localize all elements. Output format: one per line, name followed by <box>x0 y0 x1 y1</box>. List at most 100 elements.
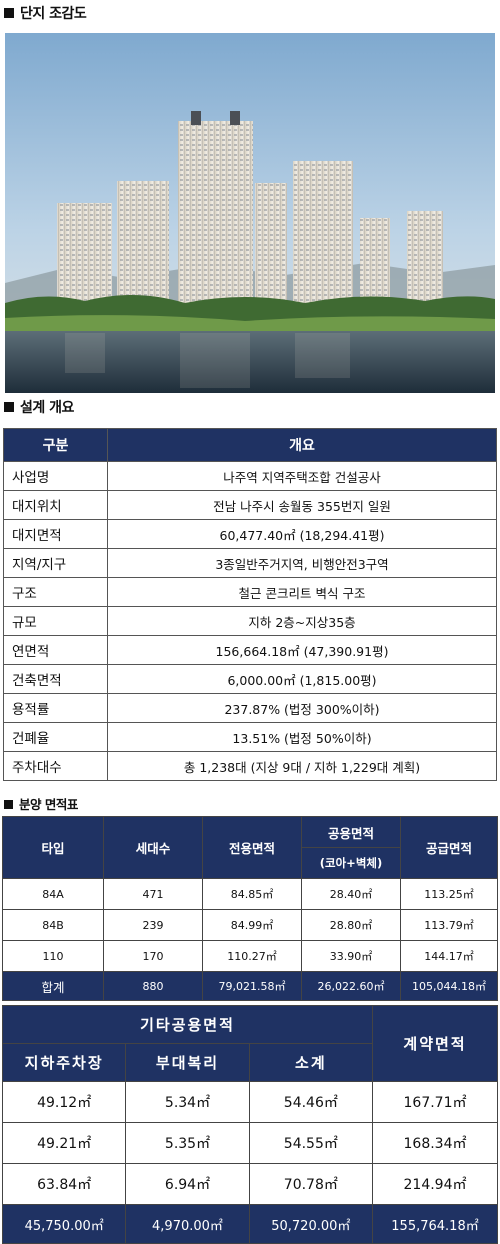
row-value: 60,477.40㎡ (18,294.41평) <box>107 519 497 549</box>
row-label: 사업명 <box>3 461 108 491</box>
table-row: 49.12㎡ 5.34㎡ 54.46㎡ 167.71㎡ <box>1 1081 498 1123</box>
cell-supply: 113.25㎡ <box>400 878 498 910</box>
cell-common: 33.90㎡ <box>301 940 401 972</box>
section-title-design-overview: 설계 개요 <box>4 397 74 417</box>
header-supply-area: 공급면적 <box>400 816 498 879</box>
table-row: 84B 239 84.99㎡ 28.80㎡ 113.79㎡ <box>2 909 498 941</box>
cell-common: 26,022.60㎡ <box>301 971 401 1001</box>
header-welfare: 부대복리 <box>125 1043 250 1082</box>
cell-type: 110 <box>2 940 104 972</box>
header-subtotal: 소계 <box>248 1043 374 1082</box>
table-row: 건축면적 6,000.00㎡ (1,815.00평) <box>3 664 497 694</box>
cell-subtotal: 70.78㎡ <box>248 1163 374 1205</box>
table-row: 지역/지구 3종일반주거지역, 비행안전3구역 <box>3 548 497 578</box>
cell-subtotal: 54.55㎡ <box>248 1122 374 1164</box>
cell-supply: 105,044.18㎡ <box>400 971 498 1001</box>
row-label: 구조 <box>3 577 108 607</box>
cell-type: 84B <box>2 909 104 941</box>
header-exclusive-area: 전용면적 <box>202 816 302 879</box>
table-header-row: 구분 개요 <box>3 428 497 462</box>
section-title-sale-area: 분양 면적표 <box>4 794 78 813</box>
cell-units: 471 <box>103 878 203 910</box>
row-value: 철근 콘크리트 벽식 구조 <box>107 577 497 607</box>
total-row: 합계 880 79,021.58㎡ 26,022.60㎡ 105,044.18㎡ <box>2 971 498 1001</box>
table-header-row: 지하주차장 부대복리 소계 <box>1 1043 498 1082</box>
row-value: 나주역 지역주택조합 건설공사 <box>107 461 497 491</box>
cell-subtotal: 54.46㎡ <box>248 1081 374 1123</box>
cell-contract: 168.34㎡ <box>372 1122 498 1164</box>
table-row: 84A 471 84.85㎡ 28.40㎡ 113.25㎡ <box>2 878 498 910</box>
row-value: 237.87% (법정 300%이하) <box>107 693 497 723</box>
cell-welfare: 5.35㎡ <box>125 1122 250 1164</box>
cell-subtotal: 50,720.00㎡ <box>248 1204 374 1244</box>
section-title-complex-view: 단지 조감도 <box>4 3 87 23</box>
cell-supply: 113.79㎡ <box>400 909 498 941</box>
cell-parking: 45,750.00㎡ <box>1 1204 127 1244</box>
table-row: 건폐율 13.51% (법정 50%이하) <box>3 722 497 752</box>
cell-total-label: 합계 <box>2 971 104 1001</box>
header-underground-parking: 지하주차장 <box>1 1043 127 1082</box>
header-contract-area: 계약면적 <box>372 1005 498 1082</box>
cell-welfare: 4,970.00㎡ <box>125 1204 250 1244</box>
header-other-common-area: 기타공용면적 <box>2 1005 373 1044</box>
row-label: 용적률 <box>3 693 108 723</box>
header-type: 타입 <box>2 816 104 879</box>
cell-common: 28.80㎡ <box>301 909 401 941</box>
row-value: 전남 나주시 송월동 355번지 일원 <box>107 490 497 520</box>
cell-exclusive: 79,021.58㎡ <box>202 971 302 1001</box>
table-header-row: (코아+벽체) <box>3 847 498 879</box>
row-label: 주차대수 <box>3 751 108 781</box>
row-label: 건축면적 <box>3 664 108 694</box>
header-units: 세대수 <box>103 816 203 879</box>
square-bullet-icon <box>4 402 14 412</box>
cell-supply: 144.17㎡ <box>400 940 498 972</box>
cell-exclusive: 110.27㎡ <box>202 940 302 972</box>
table-header-row: 타입 세대수 전용면적 공용면적 공급면적 <box>2 816 498 879</box>
table-row: 49.21㎡ 5.35㎡ 54.55㎡ 168.34㎡ <box>1 1122 498 1164</box>
header-common-area: 공용면적 <box>301 816 401 848</box>
cell-parking: 49.12㎡ <box>1 1081 127 1123</box>
table-row: 대지위치 전남 나주시 송월동 355번지 일원 <box>3 490 497 520</box>
table-row: 주차대수 총 1,238대 (지상 9대 / 지하 1,229대 계획) <box>3 751 497 781</box>
cell-common: 28.40㎡ <box>301 878 401 910</box>
row-value: 13.51% (법정 50%이하) <box>107 722 497 752</box>
table-row: 구조 철근 콘크리트 벽식 구조 <box>3 577 497 607</box>
row-value: 총 1,238대 (지상 9대 / 지하 1,229대 계획) <box>107 751 497 781</box>
header-common-area-sub: (코아+벽체) <box>301 847 401 879</box>
cell-exclusive: 84.85㎡ <box>202 878 302 910</box>
row-label: 지역/지구 <box>3 548 108 578</box>
design-overview-table: 구분 개요 사업명 나주역 지역주택조합 건설공사 대지위치 전남 나주시 송월동 … <box>3 428 497 781</box>
cell-type: 84A <box>2 878 104 910</box>
square-bullet-icon <box>4 800 13 809</box>
cell-welfare: 5.34㎡ <box>125 1081 250 1123</box>
row-value: 156,664.18㎡ (47,390.91평) <box>107 635 497 665</box>
table-row: 연면적 156,664.18㎡ (47,390.91평) <box>3 635 497 665</box>
sale-area-table: 타입 세대수 전용면적 공용면적 공급면적 (코아+벽체) 84A 471 84… <box>2 816 498 1001</box>
cell-contract: 167.71㎡ <box>372 1081 498 1123</box>
table-row: 규모 지하 2층~지상35층 <box>3 606 497 636</box>
row-label: 대지면적 <box>3 519 108 549</box>
table-row: 대지면적 60,477.40㎡ (18,294.41평) <box>3 519 497 549</box>
cell-exclusive: 84.99㎡ <box>202 909 302 941</box>
cell-contract: 155,764.18㎡ <box>372 1204 498 1244</box>
total-row: 45,750.00㎡ 4,970.00㎡ 50,720.00㎡ 155,764.… <box>1 1204 498 1244</box>
cell-parking: 63.84㎡ <box>1 1163 127 1205</box>
square-bullet-icon <box>4 8 14 18</box>
table-row: 110 170 110.27㎡ 33.90㎡ 144.17㎡ <box>2 940 498 972</box>
row-value: 3종일반주거지역, 비행안전3구역 <box>107 548 497 578</box>
table-header-row: 기타공용면적 계약면적 <box>2 1005 498 1082</box>
cell-units: 170 <box>103 940 203 972</box>
cell-units: 880 <box>103 971 203 1001</box>
header-category: 구분 <box>3 428 108 462</box>
table-row: 사업명 나주역 지역주택조합 건설공사 <box>3 461 497 491</box>
row-label: 대지위치 <box>3 490 108 520</box>
row-label: 건폐율 <box>3 722 108 752</box>
other-common-area-table: 기타공용면적 계약면적 지하주차장 부대복리 소계 49.12㎡ 5.34㎡ 5… <box>1 1005 498 1244</box>
row-value: 6,000.00㎡ (1,815.00평) <box>107 664 497 694</box>
complex-rendering-image <box>5 33 495 393</box>
row-label: 규모 <box>3 606 108 636</box>
table-row: 용적률 237.87% (법정 300%이하) <box>3 693 497 723</box>
table-row: 63.84㎡ 6.94㎡ 70.78㎡ 214.94㎡ <box>1 1163 498 1205</box>
cell-contract: 214.94㎡ <box>372 1163 498 1205</box>
row-label: 연면적 <box>3 635 108 665</box>
